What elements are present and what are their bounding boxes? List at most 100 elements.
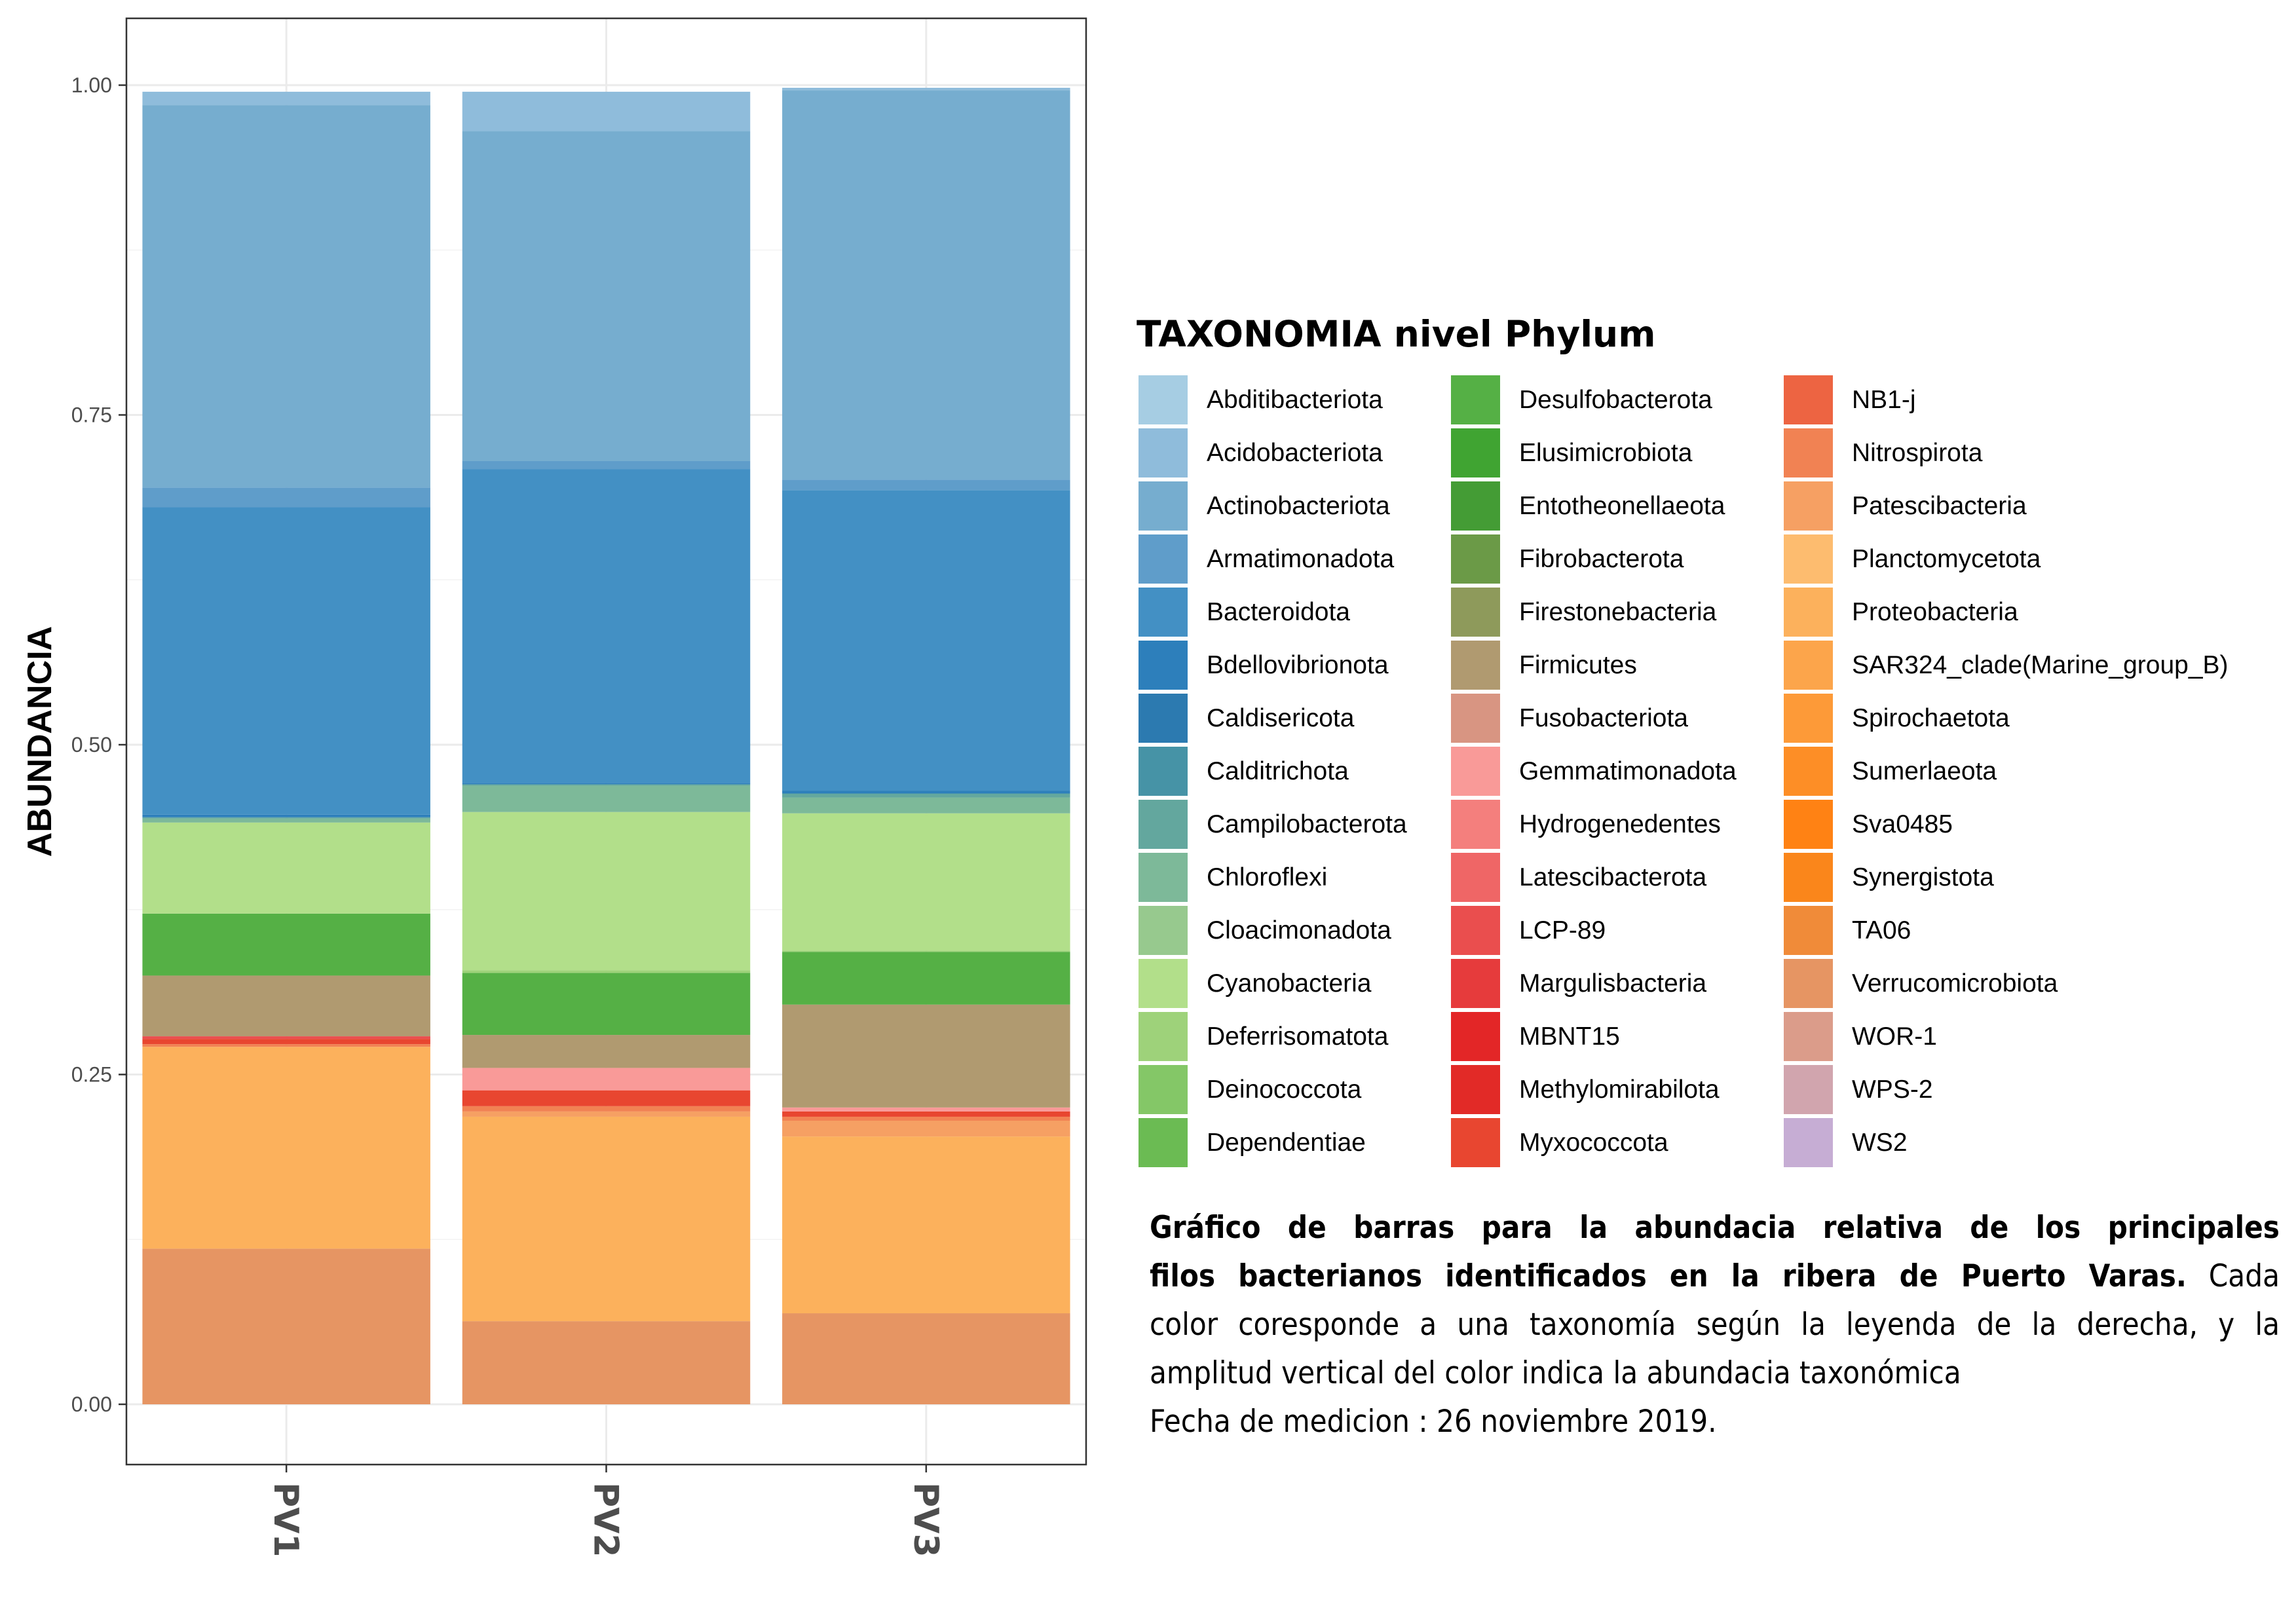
legend-swatch xyxy=(1139,481,1188,531)
legend-item: WOR-1 xyxy=(1784,1010,1937,1063)
legend-swatch xyxy=(1451,534,1500,584)
bar-segment: Cyanobacteria xyxy=(782,813,1070,951)
legend-swatch xyxy=(1784,534,1833,584)
legend-label: Spirochaetota xyxy=(1852,703,2010,732)
legend-swatch xyxy=(1784,375,1833,424)
caption-line-1: Gráfico de barras para la abundacia rela… xyxy=(1150,1210,2280,1246)
legend-item: Abditibacteriota xyxy=(1139,373,1383,426)
legend-swatch xyxy=(1784,588,1833,637)
bar-segment: Bdellovibrionota xyxy=(142,814,430,817)
caption-line-2-bold: filos bacterianos identificados en la ri… xyxy=(1150,1258,2187,1294)
legend-swatch xyxy=(1784,800,1833,849)
bar-segment: Proteobacteria xyxy=(462,1116,751,1322)
legend-item: Methylomirabilota xyxy=(1451,1063,1720,1116)
legend-item: Firmicutes xyxy=(1451,639,1637,692)
legend-swatch xyxy=(1451,481,1500,531)
legend-label: Armatimonadota xyxy=(1207,544,1395,573)
legend-item: Sumerlaeota xyxy=(1784,745,1997,798)
bar-segment: Campilobacterota xyxy=(782,793,1070,798)
bar-segment: Desulfobacterota xyxy=(462,973,751,1036)
legend-label: Latescibacterota xyxy=(1519,863,1707,891)
legend-item: Caldisericota xyxy=(1139,692,1354,745)
bar-segment: Cyanobacteria xyxy=(462,812,751,971)
legend-label: Synergistota xyxy=(1852,863,1994,891)
legend-swatch xyxy=(1139,959,1188,1008)
legend-label: Cyanobacteria xyxy=(1207,969,1372,998)
caption-line-5: Fecha de medicion : 26 noviembre 2019. xyxy=(1150,1404,1717,1440)
bar-segment: Armatimonadota xyxy=(782,479,1070,491)
legend-swatch xyxy=(1784,906,1833,955)
legend-swatch xyxy=(1451,1118,1500,1167)
legend-swatch xyxy=(1139,906,1188,955)
legend-item: NB1-j xyxy=(1784,373,1916,426)
bar-segment: Bdellovibrionota xyxy=(782,791,1070,794)
legend-label: Abditibacteriota xyxy=(1207,385,1383,414)
legend-swatch xyxy=(1139,800,1188,849)
y-tick-label: 1.00 xyxy=(71,73,112,97)
x-tick-label: PV3 xyxy=(906,1482,945,1558)
legend-label: LCP-89 xyxy=(1519,916,1606,944)
legend-swatch xyxy=(1784,1118,1833,1167)
bar-segment: LCP-89 xyxy=(142,1036,430,1039)
legend-label: Actinobacteriota xyxy=(1207,491,1390,520)
bar-segment: Acidobacteriota xyxy=(142,92,430,105)
bar-segment: Verrucomicrobiota xyxy=(782,1313,1070,1404)
caption-line-4: amplitud vertical del color indica la ab… xyxy=(1150,1355,1961,1391)
bar-segment: Campilobacterota xyxy=(462,784,751,786)
bar-segment: Nitrospirota xyxy=(462,1106,751,1112)
legend-swatch xyxy=(1451,1065,1500,1114)
legend-label: Acidobacteriota xyxy=(1207,438,1383,467)
legend-swatch xyxy=(1139,428,1188,477)
legend-label: Patescibacteria xyxy=(1852,491,2027,520)
legend-item: Verrucomicrobiota xyxy=(1784,957,2058,1010)
legend-label: Cloacimonadota xyxy=(1207,916,1391,944)
legend-item: Planctomycetota xyxy=(1784,533,2041,586)
legend-swatch xyxy=(1784,747,1833,796)
legend-swatch xyxy=(1139,588,1188,637)
legend-item: Spirochaetota xyxy=(1784,692,2010,745)
legend-label: Nitrospirota xyxy=(1852,438,1983,467)
legend-label: Myxococcota xyxy=(1519,1128,1668,1157)
legend-label: Calditrichota xyxy=(1207,757,1349,785)
legend-swatch xyxy=(1139,747,1188,796)
bar-segment: Bacteroidota xyxy=(462,469,751,783)
legend-swatch xyxy=(1139,534,1188,584)
bar-segment: Gemmatimonadota xyxy=(462,1068,751,1091)
legend-item: Desulfobacterota xyxy=(1451,373,1712,426)
y-tick-label: 0.75 xyxy=(71,403,112,427)
legend-label: Margulisbacteria xyxy=(1519,969,1707,998)
legend-label: Fusobacteriota xyxy=(1519,703,1688,732)
caption-line-2-normal: Cada xyxy=(2186,1258,2280,1294)
x-axis: PV1 PV2 PV3 xyxy=(266,1465,945,1558)
legend-swatch xyxy=(1784,481,1833,531)
bar-segment: Firmicutes xyxy=(142,975,430,1037)
bar-segment: Myxococcota xyxy=(782,1111,1070,1117)
legend-swatch xyxy=(1784,853,1833,902)
legend-swatch xyxy=(1139,853,1188,902)
bar-segment: Firmicutes xyxy=(782,1004,1070,1108)
legend-label: Deinococcota xyxy=(1207,1075,1362,1104)
legend-label: Bacteroidota xyxy=(1207,597,1350,626)
legend-swatch xyxy=(1784,428,1833,477)
legend-item: LCP-89 xyxy=(1451,904,1606,957)
bar-segment: Actinobacteriota xyxy=(142,105,430,488)
legend-swatch xyxy=(1139,375,1188,424)
legend-swatch xyxy=(1451,641,1500,690)
bar-segment: Verrucomicrobiota xyxy=(142,1248,430,1404)
y-axis: 0.00 0.25 0.50 0.75 1.00 xyxy=(71,73,126,1416)
bar-segment: Chloroflexi xyxy=(142,818,430,823)
legend-swatch xyxy=(1139,1012,1188,1061)
y-axis-title: ABUNDANCIA xyxy=(21,626,59,857)
legend-item: Entotheonellaeota xyxy=(1451,479,1725,533)
legend-item: Margulisbacteria xyxy=(1451,957,1706,1010)
legend-item: Fusobacteriota xyxy=(1451,692,1688,745)
legend-label: Caldisericota xyxy=(1207,703,1355,732)
legend-item: Bacteroidota xyxy=(1139,586,1350,639)
legend-label: Desulfobacterota xyxy=(1519,385,1712,414)
bar-segment: Nitrospirota xyxy=(782,1116,1070,1121)
legend-item: Patescibacteria xyxy=(1784,479,2027,533)
bar-segment: Chloroflexi xyxy=(462,785,751,812)
legend-swatch xyxy=(1451,588,1500,637)
legend-label: Planctomycetota xyxy=(1852,544,2041,573)
